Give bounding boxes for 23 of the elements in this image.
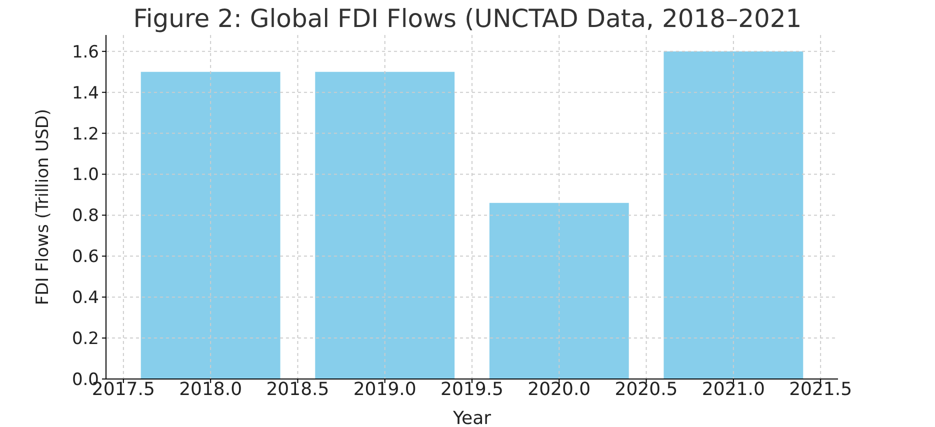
bar <box>140 72 280 379</box>
y-tick-label: 0.8 <box>72 206 99 226</box>
bar <box>315 72 455 379</box>
bar <box>489 202 629 379</box>
y-tick-label: 0.4 <box>72 288 99 308</box>
y-tick-label: 0.6 <box>72 247 99 268</box>
y-tick-label: 0.2 <box>72 329 99 350</box>
chart-title: Figure 2: Global FDI Flows (UNCTAD Data, 2018–2021 <box>133 4 802 33</box>
x-axis-title: Year <box>452 408 492 427</box>
y-tick-label: 1.2 <box>72 124 99 144</box>
x-tick-label: 2018.5 <box>266 379 330 400</box>
bar <box>664 51 804 379</box>
x-tick-label: 2021.5 <box>789 379 852 400</box>
x-tick-label: 2019.5 <box>440 379 504 400</box>
x-tick-label: 2020.0 <box>528 379 591 400</box>
y-tick-label: 1.6 <box>72 42 99 62</box>
y-tick-label: 1.4 <box>72 83 99 104</box>
y-axis-title: FDI Flows (Trillion USD) <box>33 108 53 306</box>
x-tick-label: 2019.0 <box>353 379 416 400</box>
x-tick-label: 2018.0 <box>179 379 242 400</box>
x-tick-label: 2020.5 <box>614 379 678 400</box>
y-tick-label: 1.0 <box>72 165 99 186</box>
x-tick-label: 2021.0 <box>702 379 765 400</box>
